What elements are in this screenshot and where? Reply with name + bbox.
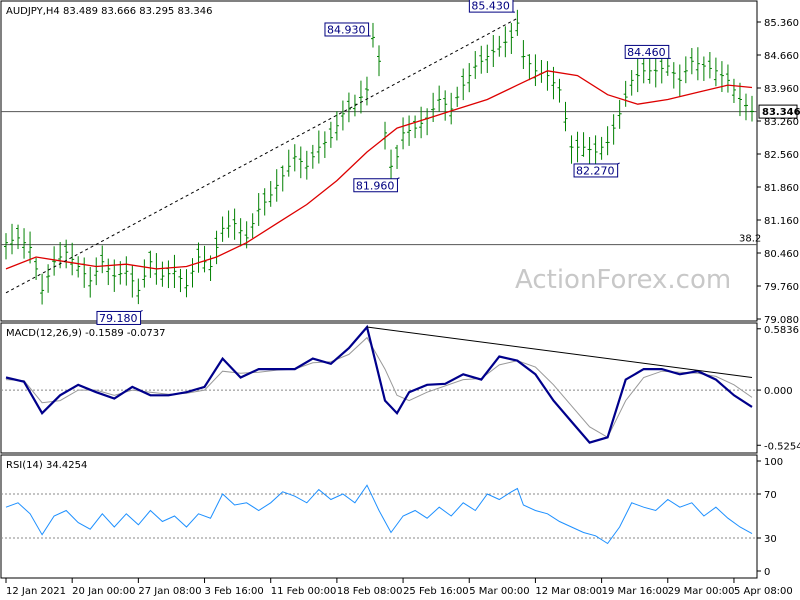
- fib-level-label: 38.2: [739, 234, 761, 245]
- x-axis-tick-label: 18 Feb 08:00: [337, 586, 403, 597]
- x-axis-tick-label: 29 Mar 00:00: [668, 586, 735, 597]
- price-trendline: [5, 17, 518, 294]
- price-y-tick-label: 81.860: [764, 183, 799, 194]
- watermark: ActionForex.com: [515, 265, 731, 295]
- x-axis-tick-label: 20 Jan 00:00: [72, 586, 135, 597]
- moving-average-line: [5, 70, 753, 270]
- x-axis-tick-label: 25 Feb 16:00: [403, 586, 469, 597]
- price-annotation-label: 84.930: [327, 23, 366, 36]
- macd-signal-line: [5, 336, 753, 439]
- x-axis-tick-label: 11 Feb 00:00: [271, 586, 337, 597]
- price-annotation-box: [573, 163, 619, 178]
- price-annotation-box: [468, 0, 514, 13]
- price-y-tick-label: 85.360: [764, 18, 799, 29]
- price-panel-title: AUDJPY,H4 83.489 83.666 83.295 83.346: [6, 6, 212, 17]
- price-y-tick-label: 83.960: [764, 84, 799, 95]
- price-y-tick-label: 79.760: [764, 282, 799, 293]
- price-annotation-label: 85.430: [471, 0, 510, 13]
- rsi-y-tick-label: 100: [764, 457, 783, 468]
- macd-line: [5, 324, 753, 444]
- price-annotation-label: 84.460: [627, 46, 666, 59]
- price-annotation: 85.430: [468, 0, 515, 13]
- rsi-panel-frame: [0, 454, 758, 579]
- price-annotation-leader: [397, 177, 400, 180]
- price-y-tick-label: 81.160: [764, 216, 799, 227]
- price-y-tick-label: 83.260: [764, 117, 799, 128]
- x-axis-tick-label: 12 Mar 08:00: [535, 586, 602, 597]
- macd-y-tick-label: 0.5836: [764, 325, 799, 336]
- current-price-tag: 83.346: [758, 104, 800, 119]
- price-bars: [4, 9, 754, 305]
- x-axis-layer: 12 Jan 2021 20 Jan 00:00 27 Jan 08:00 3 Feb…: [5, 578, 793, 597]
- x-axis-tick-label: 3 Feb 16:00: [205, 586, 264, 597]
- macd-panel-title: MACD(12,26,9) -0.1589 -0.0737: [6, 328, 166, 339]
- price-annotation-box: [324, 22, 370, 37]
- rsi-panel-layer: 100 70 30 0: [1, 457, 783, 578]
- price-annotation-label: 81.960: [356, 179, 395, 192]
- price-panel-frame: [0, 0, 758, 322]
- price-annotation-box: [624, 44, 670, 59]
- rsi-y-tick-label: 70: [764, 490, 777, 501]
- price-annotation-box: [353, 178, 398, 193]
- price-annotation: 81.960: [353, 177, 400, 193]
- price-annotation-leader: [140, 310, 143, 312]
- x-axis-tick-label: 5 Mar 00:00: [469, 586, 529, 597]
- price-annotation-leader: [617, 162, 620, 165]
- price-annotation: 82.270: [573, 162, 620, 178]
- x-axis-tick-label: 27 Jan 08:00: [138, 586, 201, 597]
- x-axis-tick-label: 19 Mar 16:00: [602, 586, 669, 597]
- rsi-line: [5, 484, 753, 545]
- macd-panel-frame: [0, 322, 758, 454]
- macd-y-tick-label: 0.000: [764, 386, 793, 397]
- price-annotation-box: [96, 310, 142, 325]
- rsi-y-tick-label: 0: [764, 567, 770, 578]
- macd-panel-layer: 0.5836 0.000 -0.5254: [1, 324, 800, 452]
- price-annotation-label: 82.270: [576, 164, 615, 177]
- price-annotation: 84.460: [624, 44, 671, 59]
- price-annotation: 79.180: [96, 310, 143, 325]
- current-price-label: 83.346: [762, 107, 800, 118]
- macd-trendline: [366, 326, 753, 378]
- x-axis-tick-label: 5 Apr 08:00: [734, 586, 793, 597]
- price-y-tick-label: 84.660: [764, 51, 799, 62]
- price-annotation-label: 79.180: [99, 312, 138, 325]
- price-y-tick-label: 79.080: [764, 315, 799, 326]
- price-y-tick-label: 82.560: [764, 150, 799, 161]
- x-axis-tick-label: 12 Jan 2021: [6, 586, 66, 597]
- rsi-panel-title: RSI(14) 34.4254: [6, 460, 87, 471]
- price-annotation: 84.930: [324, 22, 371, 37]
- rsi-y-tick-label: 30: [764, 534, 777, 545]
- macd-y-tick-label: -0.5254: [764, 441, 800, 452]
- price-panel-layer: 85.360 84.660 83.960 83.260 82.560 81.860 81.1…: [1, 0, 799, 326]
- price-y-tick-label: 80.460: [764, 249, 799, 260]
